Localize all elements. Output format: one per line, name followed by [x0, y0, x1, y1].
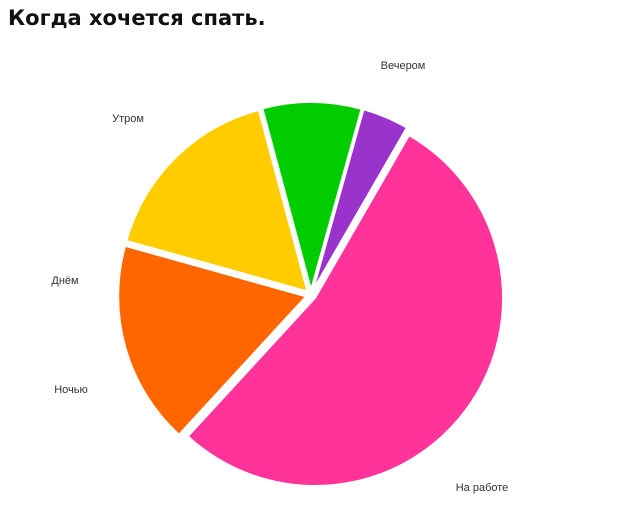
pie-slices: [117, 101, 504, 487]
pie-label-daytime: Днём: [51, 275, 78, 287]
pie-label-at-work: На работе: [456, 482, 509, 494]
pie-slice-daytime: [261, 101, 363, 294]
chart-title: Когда хочется спать.: [8, 6, 266, 30]
pie-labels: На работе Вечером Утром Днём Ночью: [51, 60, 508, 494]
pie-label-evening: Вечером: [381, 60, 426, 72]
pie-label-night: Ночью: [54, 384, 88, 396]
pie-slice-at-work: [186, 133, 504, 487]
pie-slice-evening: [117, 244, 309, 437]
pie-label-morning: Утром: [112, 113, 144, 125]
pie-slice-morning: [125, 108, 309, 293]
pie-slice-night: [311, 108, 409, 291]
